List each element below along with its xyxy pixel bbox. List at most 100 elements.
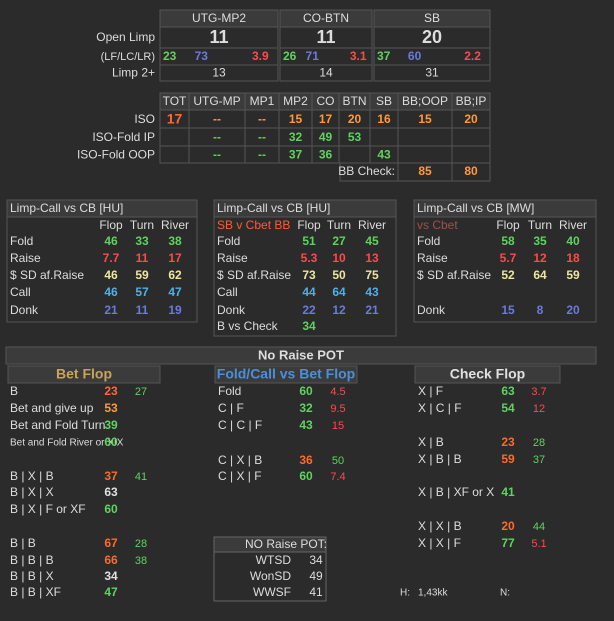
label: Limp-Call vs CB [HU] xyxy=(217,201,330,215)
value: 34 xyxy=(302,319,316,333)
label: BB;OOP xyxy=(402,94,448,108)
value: 54 xyxy=(501,401,515,415)
label: BB;IP xyxy=(456,94,487,108)
value: 21 xyxy=(104,303,118,317)
value: -- xyxy=(258,130,266,144)
label: Donk xyxy=(217,303,246,317)
cell xyxy=(159,127,190,147)
value: 5.1 xyxy=(531,538,546,550)
value: 57 xyxy=(135,285,149,299)
label: X | X | F xyxy=(418,536,461,550)
label: vs Cbet xyxy=(417,218,458,232)
label: (LF/LC/LR) xyxy=(101,51,155,63)
value: 19 xyxy=(168,303,182,317)
value: 53 xyxy=(104,401,118,415)
label: Bet Flop xyxy=(56,366,112,382)
label: Flop xyxy=(496,218,520,232)
label: B | B | X xyxy=(10,569,54,583)
value: 17 xyxy=(319,112,333,126)
cell xyxy=(5,346,597,365)
cell xyxy=(159,145,190,164)
value: 37 xyxy=(104,469,118,483)
value: 40 xyxy=(566,234,580,248)
value: 7.7 xyxy=(103,251,120,265)
value: 20 xyxy=(501,519,515,533)
label: X | C | F xyxy=(418,401,462,415)
label: MP1 xyxy=(250,94,275,108)
label: NO Raise POT: xyxy=(245,537,327,551)
label: $ SD af.Raise xyxy=(10,268,84,282)
value: 64 xyxy=(332,285,346,299)
label: Bet and Fold River or XIX xyxy=(10,438,124,449)
label: B | B | XF xyxy=(10,585,61,599)
value: -- xyxy=(213,130,221,144)
value: 47 xyxy=(168,285,182,299)
value: 32 xyxy=(289,130,303,144)
value: 46 xyxy=(104,268,118,282)
value: 13 xyxy=(365,251,379,265)
label: X | B | XF or X xyxy=(418,485,494,499)
value: 20 xyxy=(566,303,580,317)
value: 43 xyxy=(365,285,379,299)
value: 3.7 xyxy=(531,386,546,398)
value: -- xyxy=(258,112,266,126)
label: C | F xyxy=(218,401,244,415)
value: 23 xyxy=(104,384,118,398)
value: 20 xyxy=(348,112,362,126)
label: Donk xyxy=(417,303,446,317)
value: 11 xyxy=(136,251,149,265)
value: 12 xyxy=(533,251,547,265)
label: B | B xyxy=(10,536,36,550)
value: 73 xyxy=(302,268,316,282)
value: -- xyxy=(258,148,266,162)
label: SB xyxy=(424,11,440,25)
label: $ SD af.Raise xyxy=(417,268,491,282)
label: WonSD xyxy=(250,569,291,583)
value: 36 xyxy=(319,148,333,162)
label: H: xyxy=(400,588,410,599)
value: 62 xyxy=(168,268,182,282)
cell xyxy=(338,145,371,164)
value: 59 xyxy=(566,268,580,282)
cell xyxy=(397,127,453,147)
label: CO-BTN xyxy=(303,11,349,25)
value: 2.2 xyxy=(464,49,481,63)
label: C | X | B xyxy=(218,453,262,467)
value: 26 xyxy=(283,49,297,63)
label: CO xyxy=(317,94,335,108)
label: SB xyxy=(376,94,392,108)
value: 23 xyxy=(501,435,515,449)
value: 8 xyxy=(537,303,544,317)
value: 45 xyxy=(365,234,379,248)
value: 37 xyxy=(377,49,391,63)
value: 47 xyxy=(104,585,118,599)
cell xyxy=(279,64,373,82)
label: Bet and give up xyxy=(10,401,94,415)
label: X | F xyxy=(418,384,443,398)
value: 73 xyxy=(195,49,209,63)
cell xyxy=(373,64,491,82)
value: 41 xyxy=(309,585,323,599)
label: Raise xyxy=(217,251,248,265)
value: 1,43kk xyxy=(418,588,448,599)
cell xyxy=(451,127,491,147)
label: C | C | F xyxy=(218,418,262,432)
cell xyxy=(451,145,491,164)
label: Fold/Call vs Bet Flop xyxy=(217,366,355,382)
label: TOT xyxy=(163,94,187,108)
label: Open Limp xyxy=(96,30,155,44)
value: 37 xyxy=(289,148,303,162)
value: 53 xyxy=(348,130,362,144)
label: ISO-Fold OOP xyxy=(77,148,155,162)
value: 17 xyxy=(167,111,183,127)
label: X | B xyxy=(418,435,444,449)
value: 28 xyxy=(533,437,545,449)
label: B | X | X xyxy=(10,485,54,499)
value: 27 xyxy=(332,234,346,248)
value: 60 xyxy=(299,469,313,483)
value: 39 xyxy=(104,418,118,432)
label: Fold xyxy=(10,234,33,248)
value: 10 xyxy=(332,251,346,265)
label: Raise xyxy=(417,251,448,265)
